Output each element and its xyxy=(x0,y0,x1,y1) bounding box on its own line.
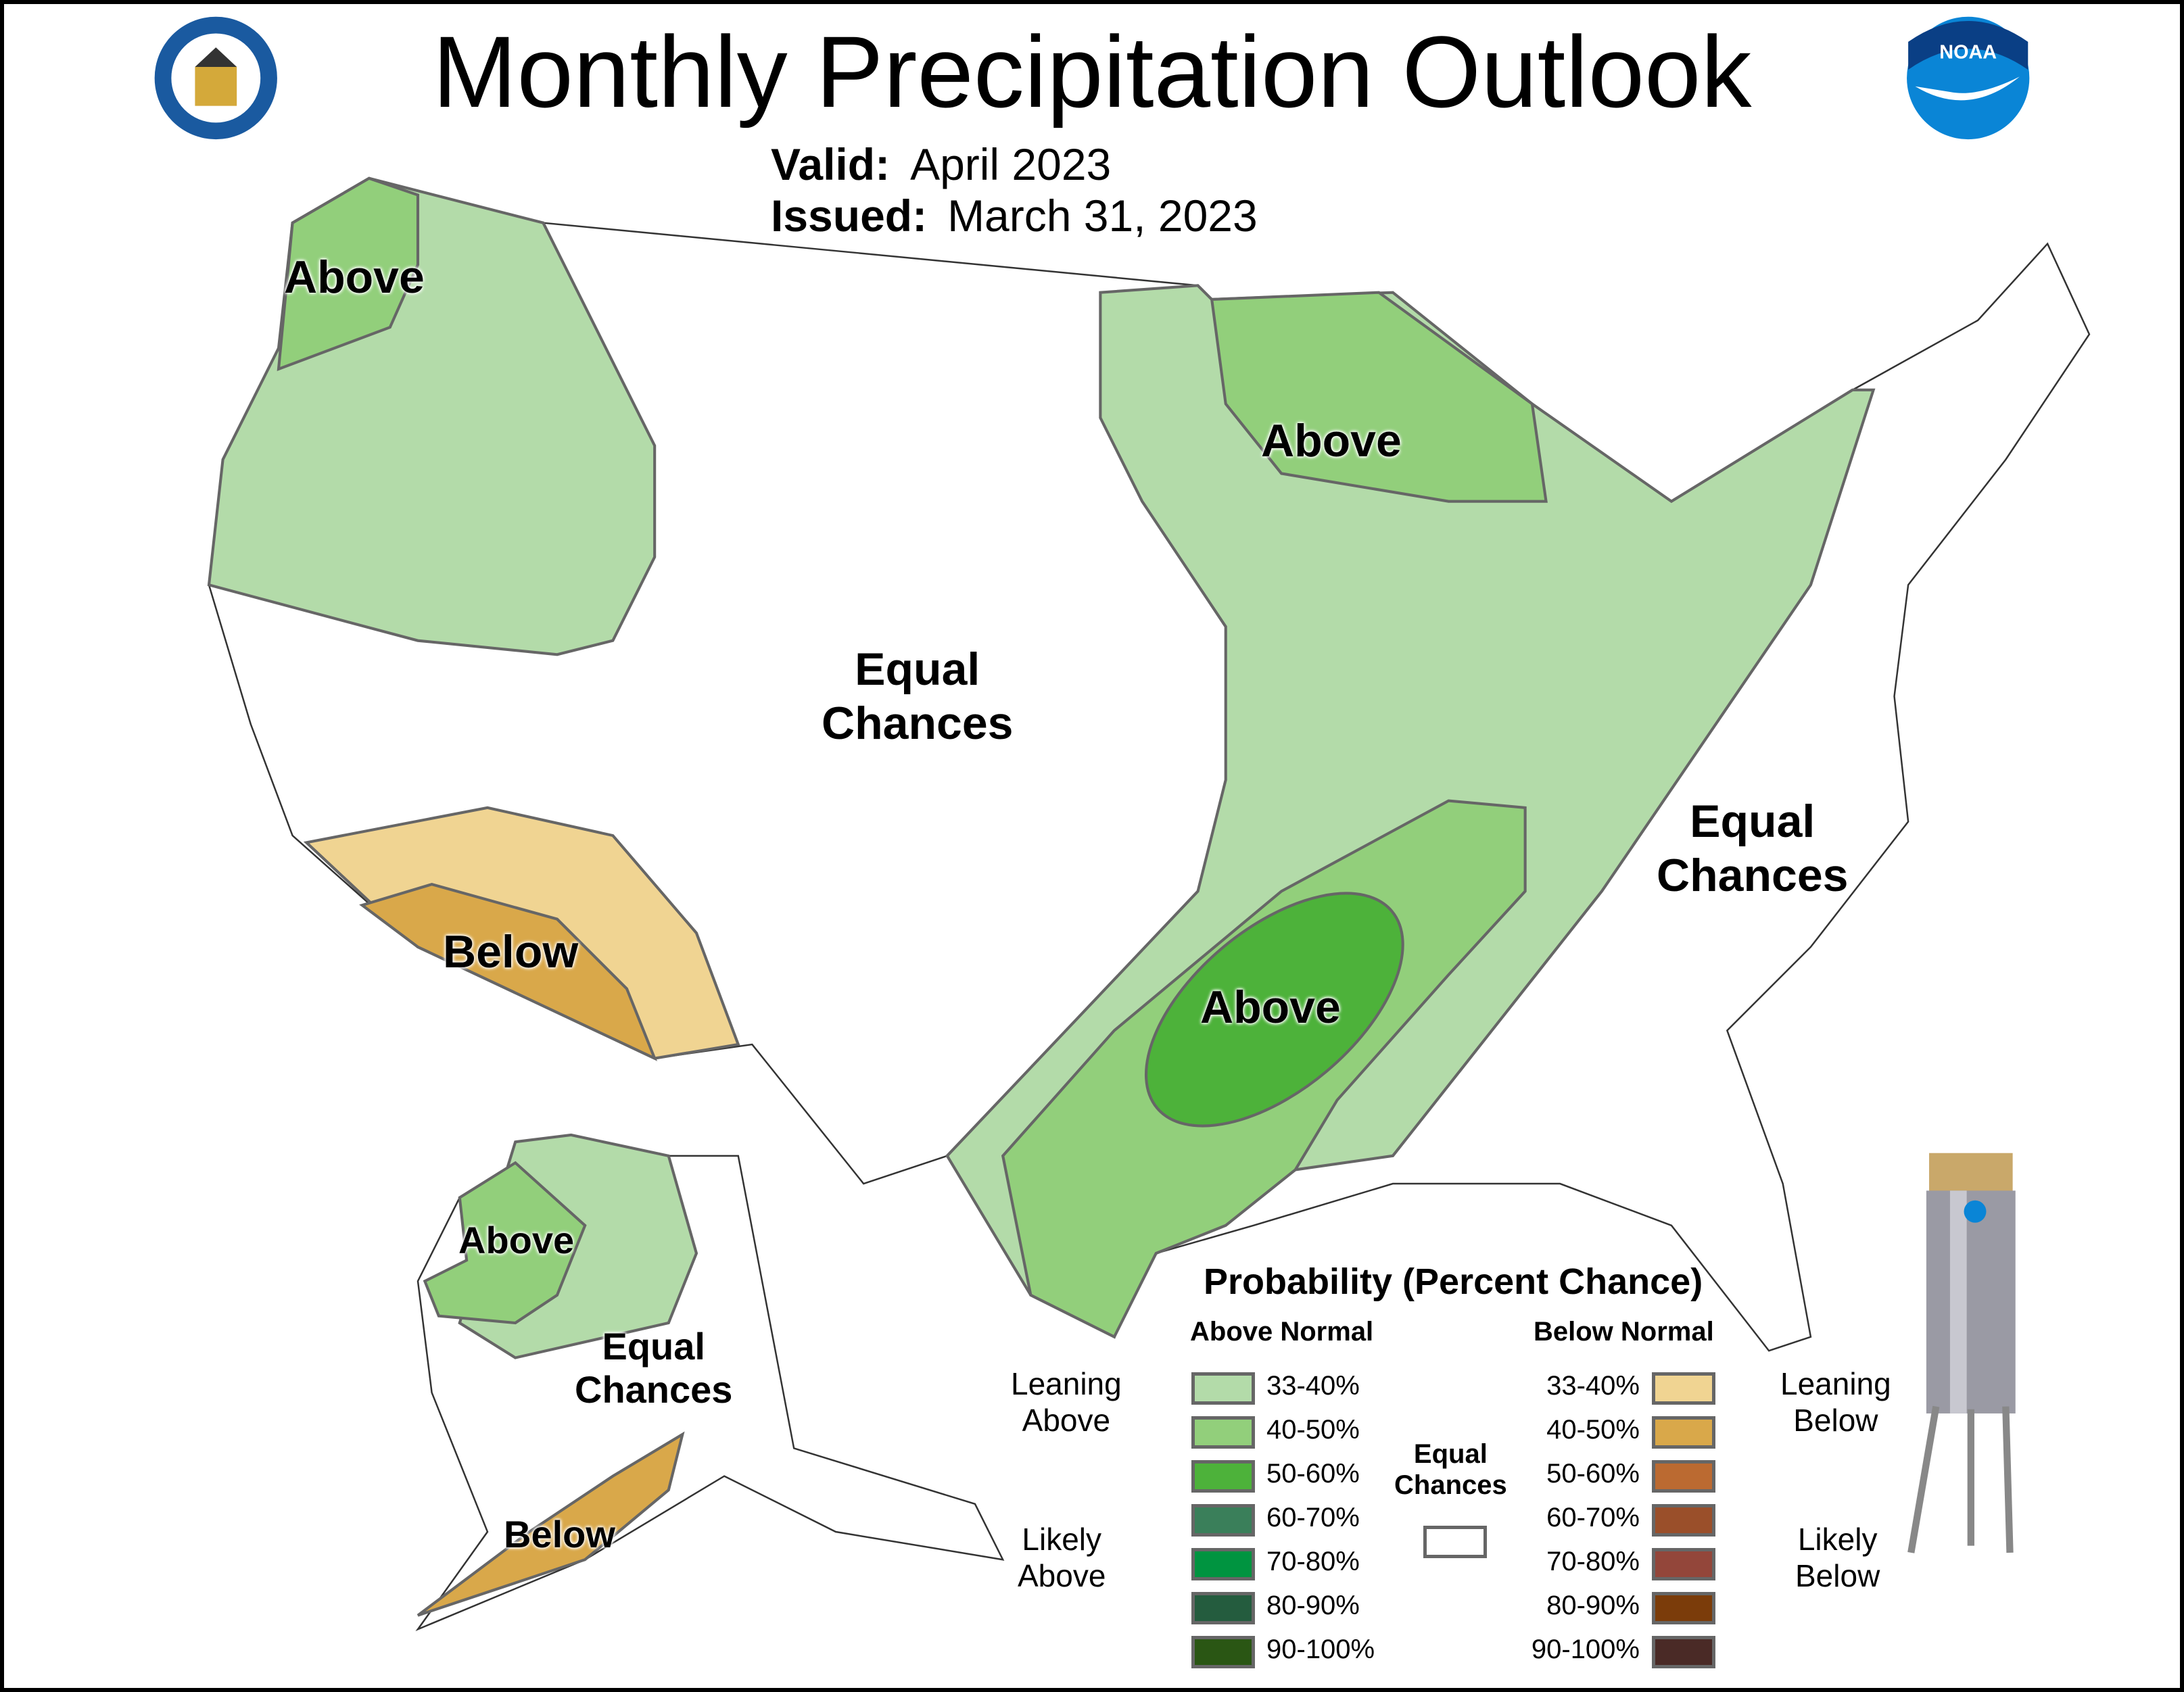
legend-swatch-above xyxy=(1191,1416,1255,1449)
legend-leaning-below: Leaning Below xyxy=(1780,1365,1891,1439)
legend-text: Above xyxy=(1018,1558,1106,1593)
valid-value: April 2023 xyxy=(910,139,1112,189)
legend-above-header: Above Normal xyxy=(1190,1317,1374,1347)
legend-text: Chances xyxy=(1394,1470,1507,1500)
legend-range-above: 50-60% xyxy=(1266,1459,1360,1489)
svg-text:NOAA: NOAA xyxy=(1939,42,1997,64)
valid-label: Valid: xyxy=(771,139,891,189)
label-midwest-above: Above xyxy=(1261,415,1402,466)
legend-range-above: 40-50% xyxy=(1266,1415,1360,1445)
legend-range-below: 80-90% xyxy=(1546,1591,1640,1620)
issued-label: Issued: xyxy=(771,191,928,241)
legend-range-below: 90-100% xyxy=(1531,1635,1640,1664)
legend-text: Below xyxy=(1793,1403,1878,1438)
legend-text: Leaning xyxy=(1780,1366,1891,1401)
legend-likely-above: Likely Above xyxy=(1018,1521,1106,1594)
label-ak-ec: Equal Chances xyxy=(575,1325,732,1411)
legend-swatch-below xyxy=(1652,1372,1715,1405)
noaa-logo: NOAA xyxy=(1907,16,2030,140)
label-text: Equal xyxy=(1690,796,1815,847)
legend-swatch-below xyxy=(1652,1504,1715,1537)
legend-text: Above xyxy=(1022,1403,1111,1438)
label-east-ec: Equal Chances xyxy=(1657,794,1848,902)
legend-swatch-below xyxy=(1652,1592,1715,1624)
legend-swatch-below xyxy=(1652,1416,1715,1449)
page-title: Monthly Precipitation Outlook xyxy=(432,15,1752,128)
label-ak-above: Above xyxy=(458,1219,575,1261)
legend-range-below: 60-70% xyxy=(1546,1503,1640,1532)
label-ak-below: Below xyxy=(504,1513,615,1555)
legend-range-above: 70-80% xyxy=(1266,1547,1360,1576)
legend-range-below: 40-50% xyxy=(1546,1415,1640,1445)
legend-swatch-below xyxy=(1652,1636,1715,1668)
south-above-50-60 xyxy=(1144,892,1404,1128)
legend-swatch-above xyxy=(1191,1460,1255,1493)
legend-ec: Equal Chances xyxy=(1394,1439,1507,1501)
ak-above-40-50 xyxy=(423,1161,587,1325)
legend-range-above: 33-40% xyxy=(1266,1371,1360,1401)
legend-swatch-above xyxy=(1191,1548,1255,1580)
legend-range-above: 80-90% xyxy=(1266,1591,1360,1620)
rain-gauge-image xyxy=(1907,1153,2016,1553)
sw-below-40-50 xyxy=(359,883,658,1061)
legend-range-below: 33-40% xyxy=(1546,1371,1640,1401)
legend-text: Below xyxy=(1795,1558,1880,1593)
ak-below xyxy=(417,1431,685,1617)
legend-swatch-above xyxy=(1191,1636,1255,1668)
issued-value: March 31, 2023 xyxy=(947,191,1258,241)
label-sw-below: Below xyxy=(443,926,579,977)
legend-text: Leaning xyxy=(1011,1366,1122,1401)
legend-below-header: Below Normal xyxy=(1534,1317,1714,1347)
label-text: Equal xyxy=(602,1325,705,1368)
legend-range-above: 60-70% xyxy=(1266,1503,1360,1532)
legend-swatch-above xyxy=(1191,1592,1255,1624)
nw-above-40-50 xyxy=(277,176,420,372)
legend-likely-below: Likely Below xyxy=(1795,1521,1880,1594)
legend-text: Equal xyxy=(1413,1439,1488,1469)
valid-dates: Valid: April 2023 Issued: March 31, 2023 xyxy=(771,139,1258,241)
label-text: Chances xyxy=(1657,850,1849,901)
legend-range-below: 50-60% xyxy=(1546,1459,1640,1489)
legend-swatch-below xyxy=(1652,1548,1715,1580)
label-nw-above: Above xyxy=(284,251,425,303)
legend-swatch-ec xyxy=(1423,1526,1487,1558)
label-text: Equal xyxy=(855,644,980,695)
label-text: Chances xyxy=(575,1368,733,1411)
label-text: Chances xyxy=(822,698,1014,749)
legend-swatch-above xyxy=(1191,1372,1255,1405)
legend-text: Likely xyxy=(1797,1522,1878,1557)
legend-swatch-above xyxy=(1191,1504,1255,1537)
legend-leaning-above: Leaning Above xyxy=(1011,1365,1122,1439)
doc-seal xyxy=(154,16,277,140)
label-center-ec: Equal Chances xyxy=(822,642,1013,750)
label-south-above: Above xyxy=(1200,982,1341,1033)
legend-range-below: 70-80% xyxy=(1546,1547,1640,1576)
legend-swatch-below xyxy=(1652,1460,1715,1493)
legend-text: Likely xyxy=(1022,1522,1102,1557)
midwest-above-40-50 xyxy=(1210,291,1548,503)
legend-title: Probability (Percent Chance) xyxy=(1204,1261,1703,1302)
legend-range-above: 90-100% xyxy=(1266,1635,1375,1664)
